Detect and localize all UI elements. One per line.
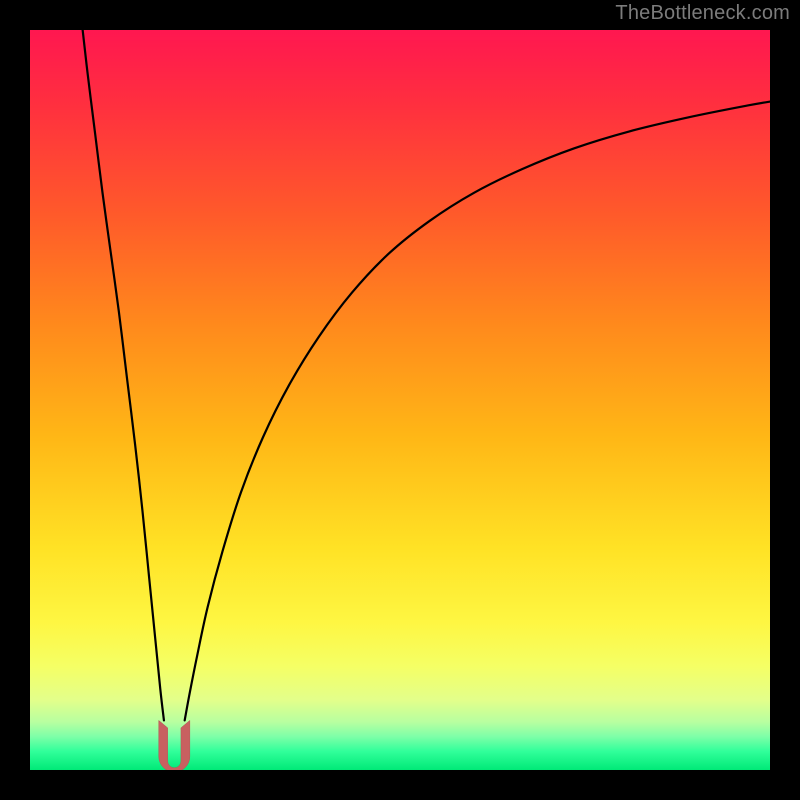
bottleneck-chart [0,0,800,800]
chart-container: TheBottleneck.com [0,0,800,800]
chart-background-gradient [30,30,770,770]
watermark-text: TheBottleneck.com [615,2,790,25]
